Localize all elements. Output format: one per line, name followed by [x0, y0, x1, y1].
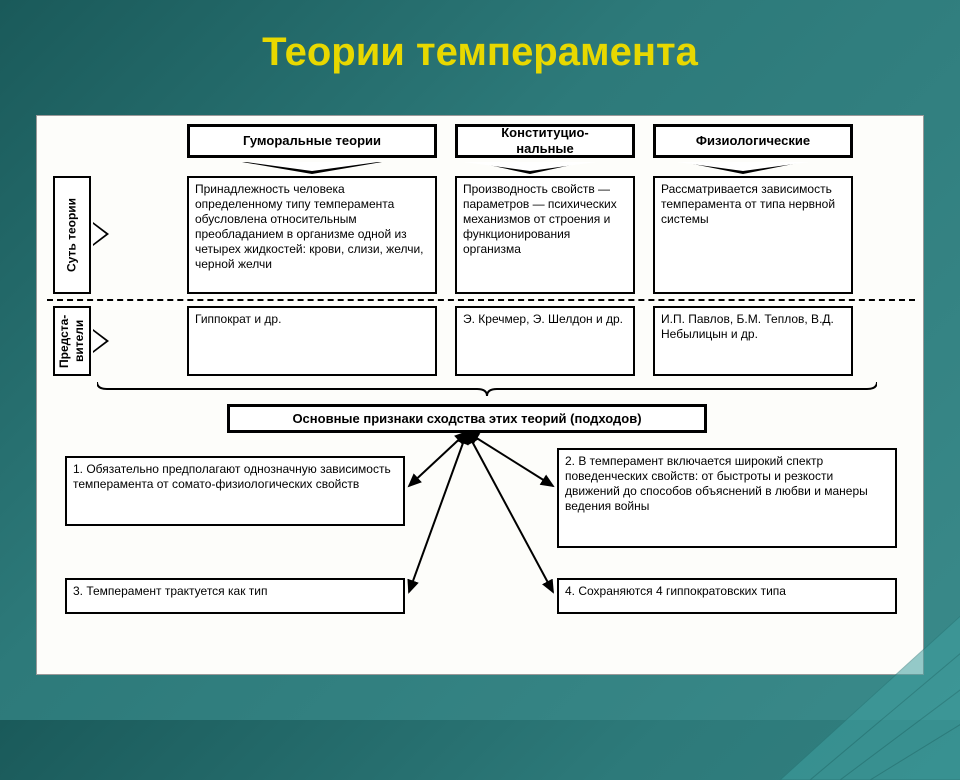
cell-reps-constitutional: Э. Кречмер, Э. Шелдон и др.: [455, 306, 635, 376]
header-physiological: Физиологические: [653, 124, 853, 158]
cell-essence-physiological: Рассматривается зависимость темперамента…: [653, 176, 853, 294]
rowlabel-essence: Суть теории: [53, 176, 91, 294]
header-humoral: Гуморальные теории: [187, 124, 437, 158]
chevron-down-icon: [475, 162, 585, 174]
cell-reps-humoral: Гиппократ и др.: [187, 306, 437, 376]
cell-reps-physiological: И.П. Павлов, Б.М. Теплов, В.Д. Небылицын…: [653, 306, 853, 376]
arrow-right-icon: [93, 222, 109, 246]
brace-icon: [97, 382, 877, 396]
summary-item-1: 1. Обязательно предполагают однозначную …: [65, 456, 405, 526]
header-constitutional: Конституцио- нальные: [455, 124, 635, 158]
chevron-down-icon: [242, 162, 382, 174]
decorative-corner-icon: [740, 520, 960, 780]
arrow-right-icon: [93, 329, 109, 353]
dashed-separator: [47, 299, 915, 301]
page-title: Теории темперамента: [0, 0, 960, 85]
cell-essence-constitutional: Производность свойств — параметров — пси…: [455, 176, 635, 294]
cell-essence-humoral: Принадлежность человека определенному ти…: [187, 176, 437, 294]
summary-heading: Основные признаки сходства этих теорий (…: [227, 404, 707, 433]
summary-item-3: 3. Темперамент трактуется как тип: [65, 578, 405, 614]
chevron-down-icon: [683, 162, 803, 174]
rowlabel-reps: Предста- вители: [53, 306, 91, 376]
